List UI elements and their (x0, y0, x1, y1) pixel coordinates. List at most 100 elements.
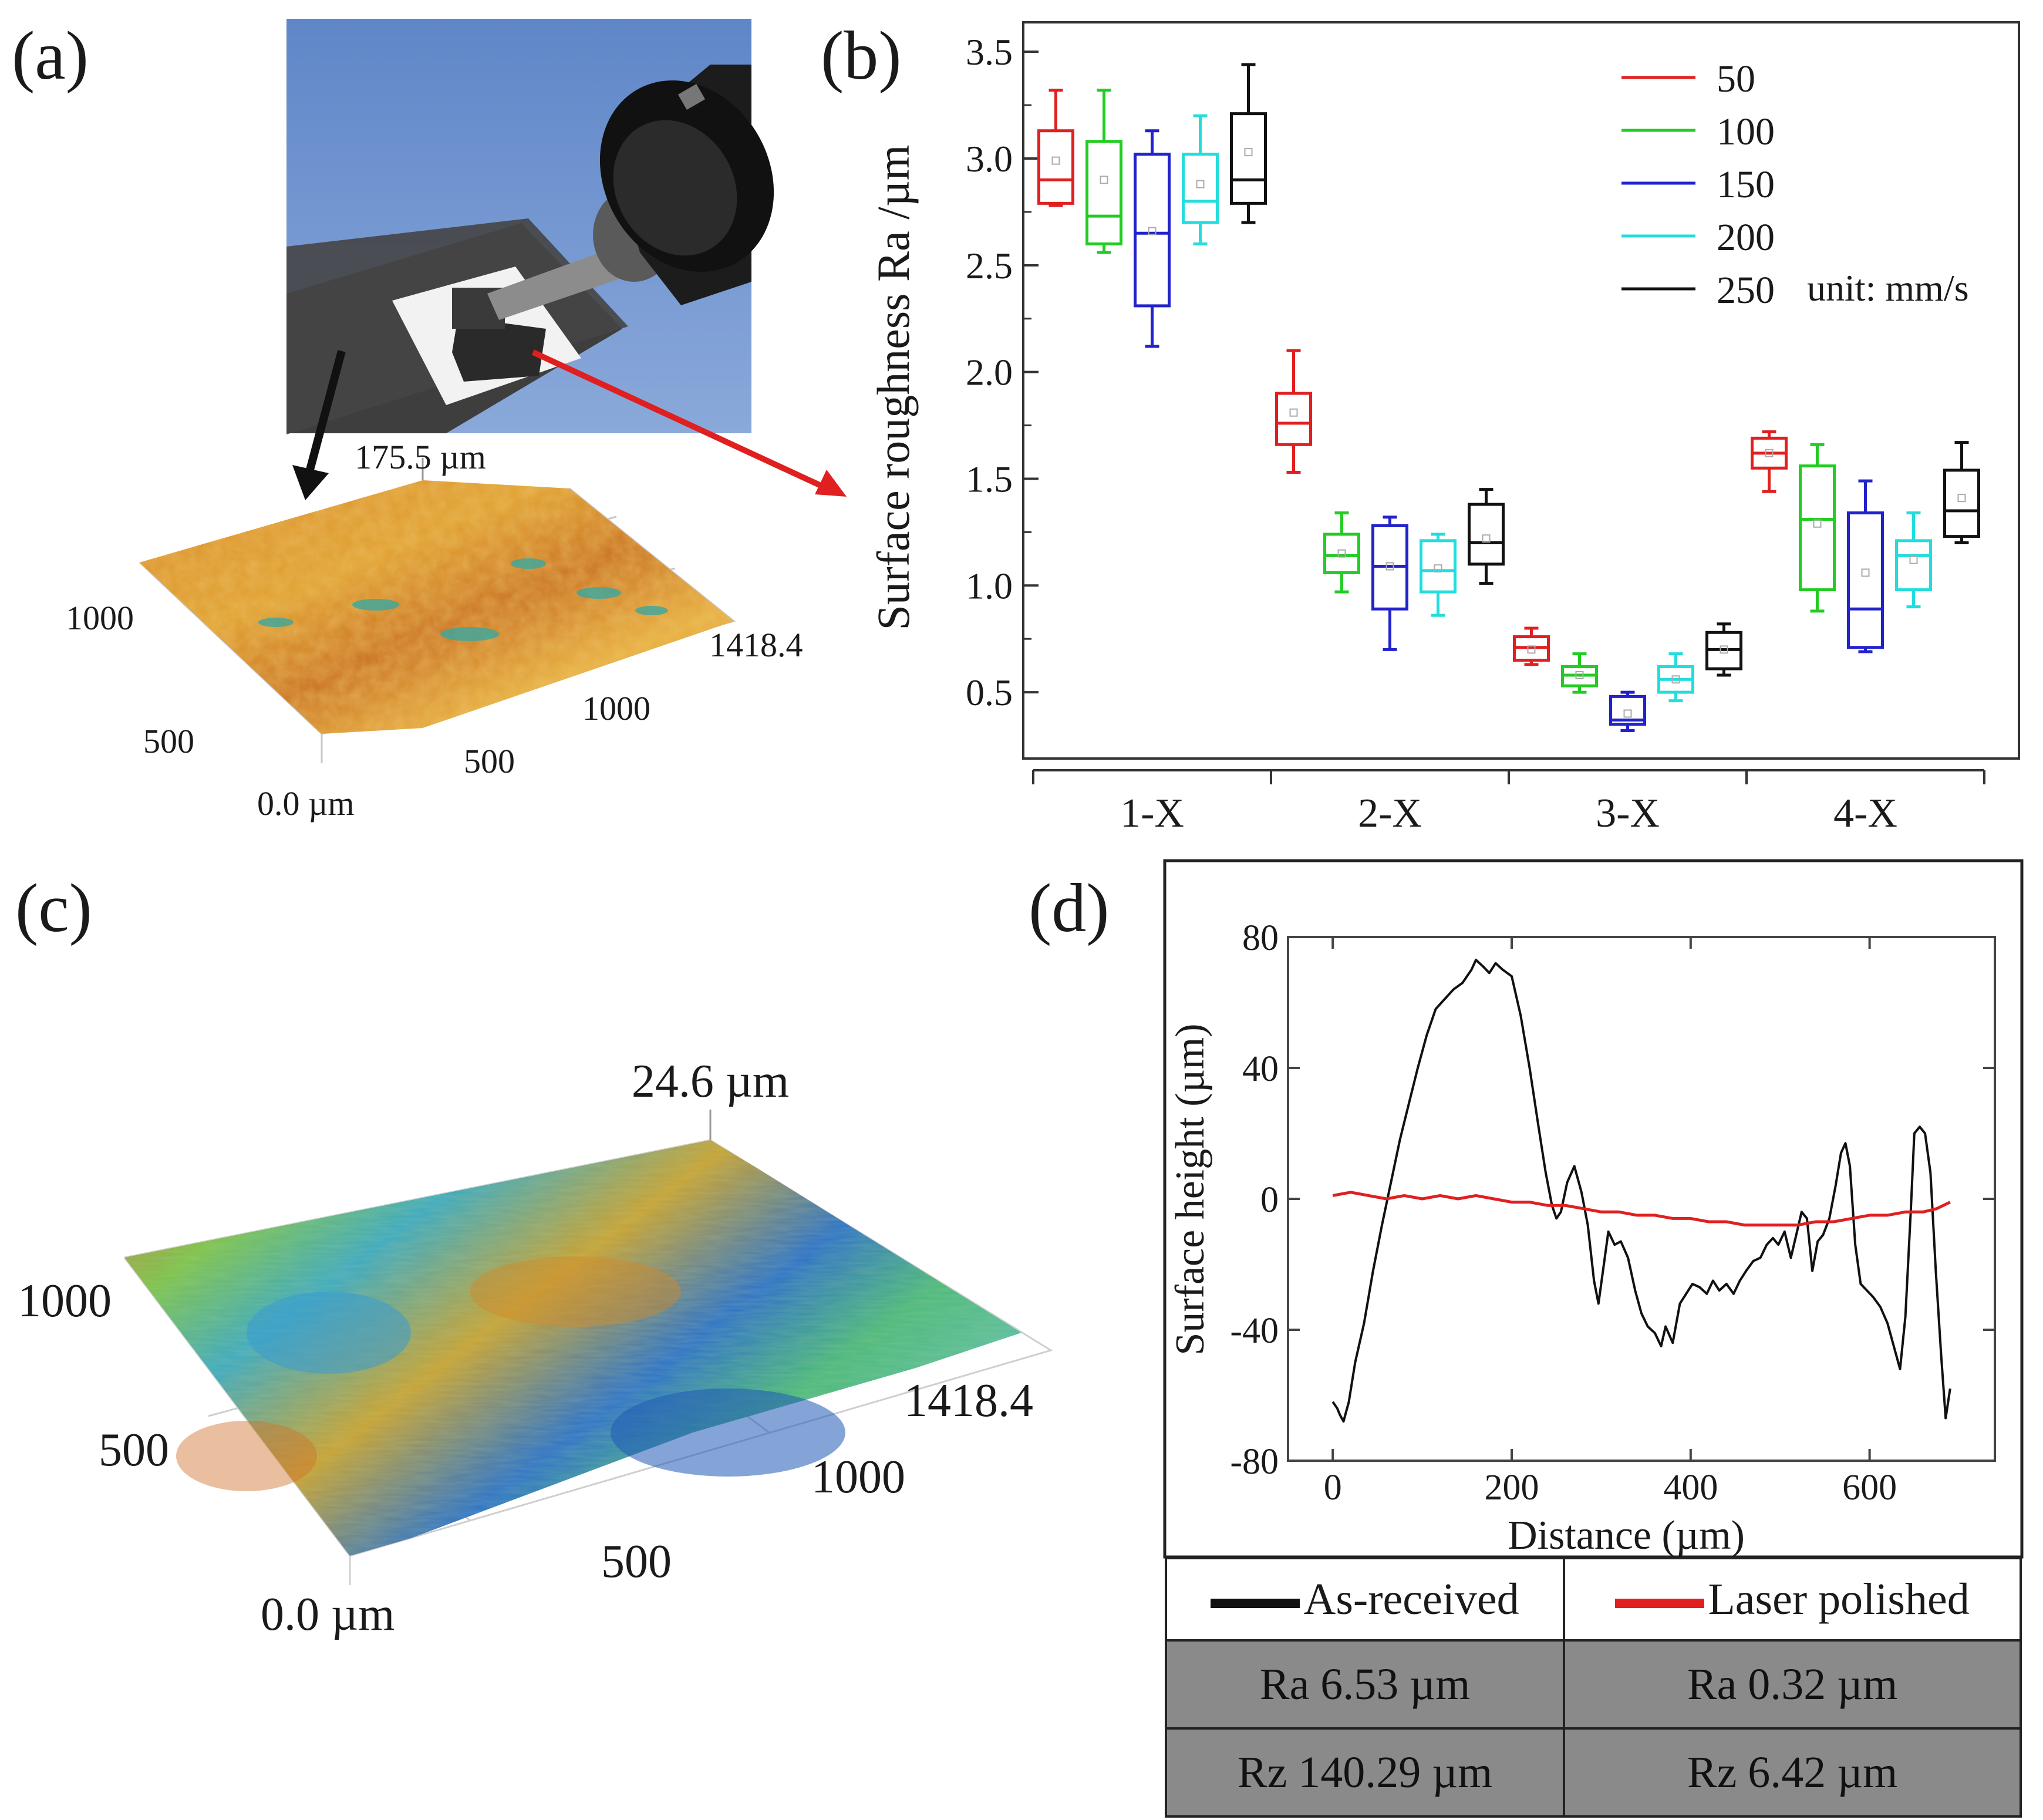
x-tick-label: 0 (1324, 1468, 1342, 1508)
box-mean-marker (1957, 494, 1966, 503)
profile-c-xmax: 1418.4 (904, 1375, 1033, 1427)
series-as-received (1331, 959, 1951, 1423)
box-mean-marker (1196, 180, 1205, 188)
box-mean-marker (1720, 645, 1728, 654)
box-mean-marker (1671, 675, 1680, 684)
panel-a (139, 19, 847, 763)
box-200-4-X (1895, 511, 1932, 609)
legend-label-200: 200 (1717, 216, 1775, 259)
chart-d-axes: 0 200 400 600 -80 -40 0 40 80 (1230, 918, 1995, 1508)
arrow-to-chart (531, 349, 847, 497)
panel-label-b: (b) (821, 17, 902, 94)
series-laser-polished (1332, 1191, 1951, 1227)
profile-c-x500: 500 (601, 1536, 672, 1588)
x-tick-label: 4-X (1833, 791, 1897, 836)
box-mean-marker (1813, 519, 1822, 528)
box-iqr (1323, 532, 1360, 574)
y-tick-label: 80 (1242, 918, 1279, 958)
roughness-box-chart: 0.5 1.0 1.5 2.0 2.5 3.0 3.5 1-X 2-X 3-X 4-X Surfa… (868, 21, 2020, 836)
legend-label-250: 250 (1717, 269, 1775, 312)
y-tick-label: 2.0 (966, 352, 1013, 393)
legend-swatch-black (1211, 1599, 1300, 1609)
box-iqr (1895, 539, 1932, 592)
box-iqr (1182, 153, 1219, 224)
chart-b-legend: 50 100 150 200 250 (1621, 58, 1775, 312)
box-50-3-X (1513, 626, 1550, 666)
box-mean-marker (1575, 671, 1584, 679)
box-mean-marker (1527, 645, 1536, 654)
box-200-3-X (1657, 652, 1694, 703)
box-iqr (1799, 464, 1836, 592)
box-50-4-X (1751, 430, 1788, 493)
box-iqr (1134, 153, 1171, 308)
legend-laser-polished: Laser polished (1563, 1557, 2022, 1642)
table-row: Ra 6.53 µm Ra 0.32 µm (1164, 1639, 2022, 1730)
table-cell: Rz 140.29 µm (1164, 1727, 1566, 1818)
box-50-1-X (1037, 89, 1074, 207)
box-150-1-X (1134, 129, 1171, 348)
y-tick-label: 1.0 (966, 565, 1013, 606)
box-100-2-X (1323, 511, 1360, 594)
profile-c-zmax: 24.6 µm (632, 1056, 789, 1107)
x-tick-label: 1-X (1120, 791, 1184, 836)
box-250-4-X (1943, 441, 1980, 545)
box-250-3-X (1705, 622, 1742, 677)
profile-c-y1000: 1000 (18, 1275, 112, 1327)
profile-a-zmax: 175.5 µm (355, 438, 486, 476)
table-cell: Rz 6.42 µm (1563, 1727, 2022, 1818)
legend-label-laser-polished: Laser polished (1708, 1574, 1970, 1624)
chart-b-boxes (1037, 63, 1980, 733)
roughness-table: As-received Laser polished Ra 6.53 µm Ra… (1164, 1557, 2022, 1818)
panel-c (123, 1110, 1053, 1585)
box-iqr (1085, 140, 1122, 245)
box-iqr (1037, 129, 1074, 205)
profile-a-labels: 175.5 µm 1000 500 0.0 µm 500 1000 1418.4 (66, 438, 803, 823)
smooth-3d-profile (123, 1110, 1053, 1585)
x-tick-label: 200 (1485, 1468, 1539, 1508)
legend-label-100: 100 (1717, 110, 1775, 153)
y-tick-label: 3.5 (966, 31, 1013, 73)
profile-c-y500: 500 (99, 1424, 169, 1476)
x-tick-label: 3-X (1596, 791, 1660, 836)
box-150-2-X (1371, 515, 1408, 651)
profile-c-origin: 0.0 µm (261, 1589, 395, 1640)
y-tick-label: 3.0 (966, 138, 1013, 180)
y-tick-label: 2.5 (966, 245, 1013, 287)
box-mean-marker (1100, 176, 1108, 184)
box-200-2-X (1420, 532, 1457, 617)
box-iqr (1230, 112, 1267, 205)
profile-a-xmax: 1418.4 (709, 626, 803, 664)
box-iqr (1420, 539, 1457, 594)
y-tick-label: 0 (1260, 1180, 1279, 1220)
polishing-photo (286, 19, 774, 434)
chart-b-x-axis: 1-X 2-X 3-X 4-X (1032, 769, 1985, 836)
table-row: Rz 140.29 µm Rz 6.42 µm (1164, 1727, 2022, 1818)
box-iqr (1943, 469, 1980, 538)
box-150-4-X (1847, 479, 1884, 653)
y-tick-label: 0.5 (966, 672, 1013, 713)
box-100-3-X (1561, 652, 1598, 694)
chart-b-frame (1022, 21, 2020, 760)
rough-3d-profile (139, 458, 736, 763)
box-50-2-X (1275, 349, 1312, 474)
table-legend-row: As-received Laser polished (1164, 1557, 2022, 1642)
height-profile-chart: 0 200 400 600 -80 -40 0 40 80 Distance (µm) Surf… (1163, 859, 2024, 1559)
box-mean-marker (1244, 148, 1253, 157)
legend-label-150: 150 (1717, 163, 1775, 206)
box-mean-marker (1289, 408, 1298, 417)
box-100-4-X (1799, 443, 1836, 613)
box-200-1-X (1182, 114, 1219, 245)
box-100-1-X (1085, 89, 1122, 254)
box-mean-marker (1434, 564, 1442, 573)
box-150-3-X (1609, 690, 1646, 733)
box-iqr (1275, 392, 1312, 446)
box-iqr (1847, 511, 1884, 649)
box-mean-marker (1482, 534, 1491, 543)
x-tick-label: 2-X (1358, 791, 1422, 836)
box-mean-marker (1861, 568, 1870, 577)
profile-a-origin: 0.0 µm (257, 784, 355, 823)
box-mean-marker (1385, 562, 1394, 571)
box-mean-marker (1623, 709, 1632, 718)
y-tick-label: 40 (1242, 1049, 1279, 1089)
box-250-2-X (1468, 488, 1505, 585)
